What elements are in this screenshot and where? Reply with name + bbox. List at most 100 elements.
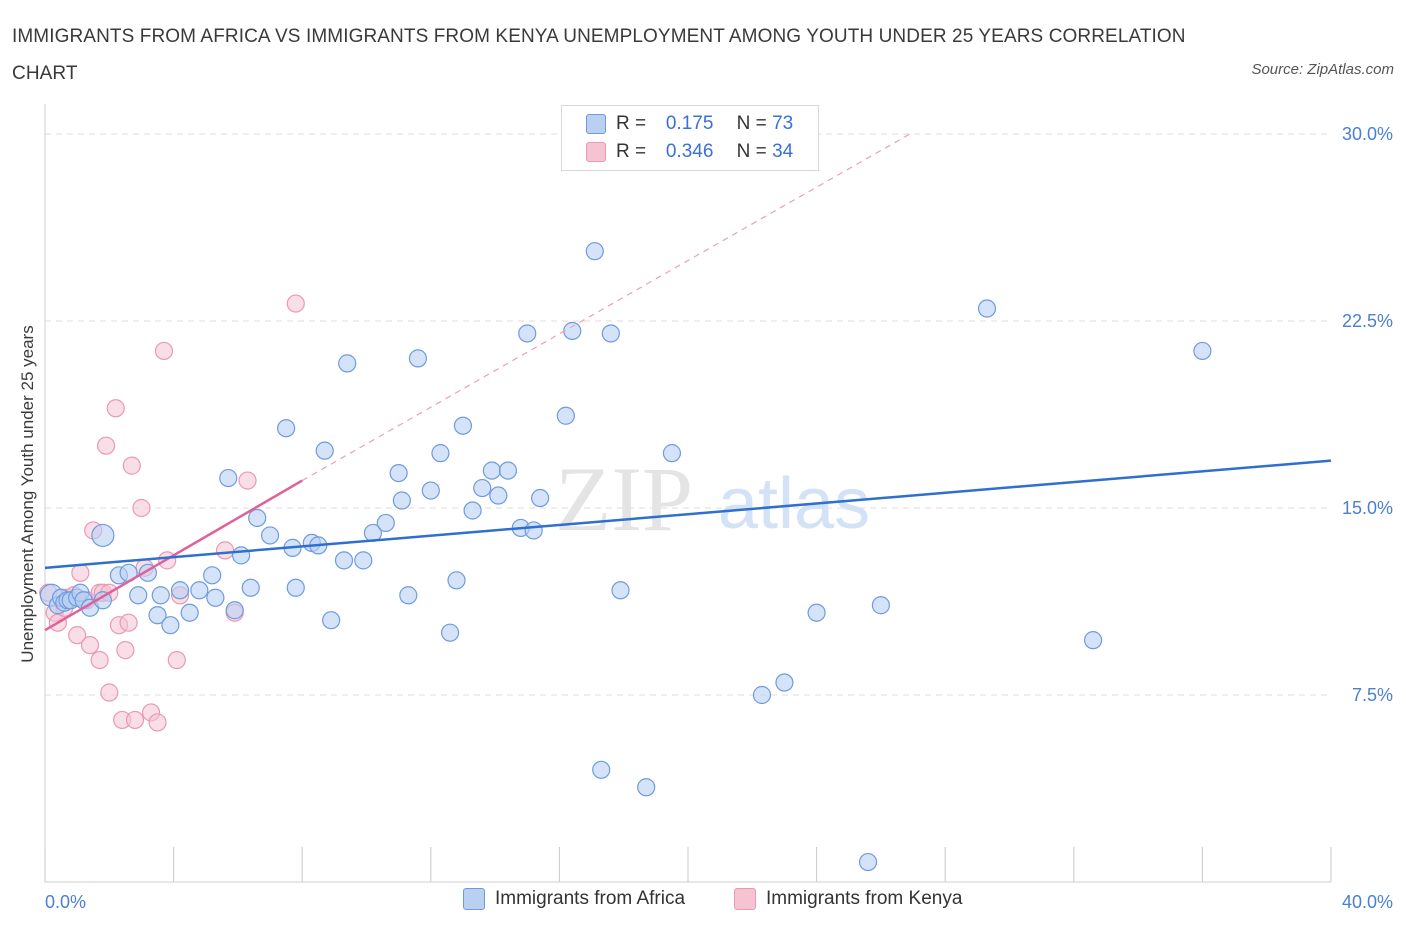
bottom-legend-africa-label: Immigrants from Africa [495,888,686,910]
watermark-atlas: atlas [718,464,870,544]
kenya-point [119,613,138,632]
chart-title: IMMIGRANTS FROM AFRICA VS IMMIGRANTS FRO… [12,26,1186,84]
africa-point [322,611,341,630]
africa-point [563,321,582,341]
correlation-legend: R = 0.175 N = 73 R = 0.346 N = 34 [561,105,819,171]
axes [44,104,1332,883]
africa-point [807,603,826,622]
bottom-legend-kenya: Immigrants from Kenya [734,888,962,910]
legend-r-label: R = [616,141,647,162]
kenya-point [238,471,257,490]
africa-point [421,481,440,500]
africa-point [148,606,167,625]
legend-row-africa: R = 0.175 N = 73 [586,113,793,137]
legend-kenya-n: 34 [772,141,794,162]
africa-point [206,588,225,607]
africa-point [662,444,682,463]
africa-point [203,566,222,585]
africa-point [585,242,604,261]
africa-point [858,852,878,872]
kenya-point [100,683,119,702]
africa-point [277,419,296,438]
kenya-point [122,456,141,475]
kenya-point [132,498,151,518]
y-tick-label: 30.0% [1342,124,1393,144]
legend-n-label: N = [736,141,767,162]
legend-r-label: R = [616,113,647,134]
africa-point [248,508,267,528]
africa-point [241,578,260,597]
africa-point [225,601,244,620]
africa-point [286,578,305,597]
africa-point [637,778,656,797]
y-tick-label: 15.0% [1342,498,1393,518]
africa-point [129,586,148,605]
africa-point [1083,631,1103,650]
watermark: ZIP atlas [555,448,870,550]
kenya-point [90,650,109,670]
x-tick-label-right: 40.0% [1342,892,1393,912]
africa-point [354,551,373,570]
africa-point [389,463,408,483]
kenya-point [80,636,100,655]
africa-point [556,406,575,425]
bottom-legend-africa: Immigrants from Africa [463,888,685,910]
kenya-point [215,541,235,560]
bottom-legend-swatch-africa [463,888,485,910]
legend-n-label: N = [736,113,767,134]
legend-swatch-africa [586,113,606,134]
watermark-zip: ZIP [555,448,693,550]
kenya-trend-line [44,479,303,632]
bottom-legend-swatch-kenya [734,888,756,910]
legend-africa-n: 73 [772,113,794,134]
tick-labels: 7.5% 15.0% 22.5% 30.0% 0.0% 40.0% [45,124,1393,912]
africa-point [447,571,466,590]
africa-point [482,461,501,480]
africa-point [338,354,357,373]
africa-point [611,581,630,600]
africa-point [180,603,199,622]
africa-point [440,623,460,642]
africa-point [408,349,428,368]
africa-point [392,491,411,510]
legend-africa-r: 0.175 [665,113,714,134]
bottom-legend-kenya-label: Immigrants from Kenya [766,888,963,910]
africa-point [315,441,334,460]
africa-point [473,478,492,498]
africa-point [775,673,794,692]
africa-point [151,586,170,605]
africa-point [531,488,550,508]
africa-point [219,468,238,488]
africa-point [170,581,190,600]
africa-point [334,551,354,570]
kenya-point [116,641,135,660]
africa-point [161,616,180,635]
africa-point [977,299,997,318]
legend-kenya-r: 0.346 [665,141,714,162]
africa-point [463,501,482,520]
africa-point [524,521,543,540]
trend-lines [44,133,1332,632]
y-tick-label: 7.5% [1352,685,1393,705]
kenya-point [71,563,90,582]
africa-point [190,581,209,600]
kenya-point [125,710,145,730]
africa-point [752,685,772,705]
africa-point [399,586,418,605]
africa-point [489,486,508,505]
africa-point [518,324,537,343]
kenya-point [148,713,167,732]
kenya-point [68,626,87,645]
kenya-point [96,436,116,455]
kenya-point [154,341,174,361]
africa-point [453,416,473,435]
africa-point [232,546,251,565]
africa-point [871,596,891,615]
y-tick-label: 22.5% [1342,311,1393,331]
africa-point [1193,341,1212,361]
source-label: Source: ZipAtlas.com [1251,61,1394,78]
africa-point [91,523,115,548]
africa-point [601,324,620,343]
africa-point [260,526,280,545]
